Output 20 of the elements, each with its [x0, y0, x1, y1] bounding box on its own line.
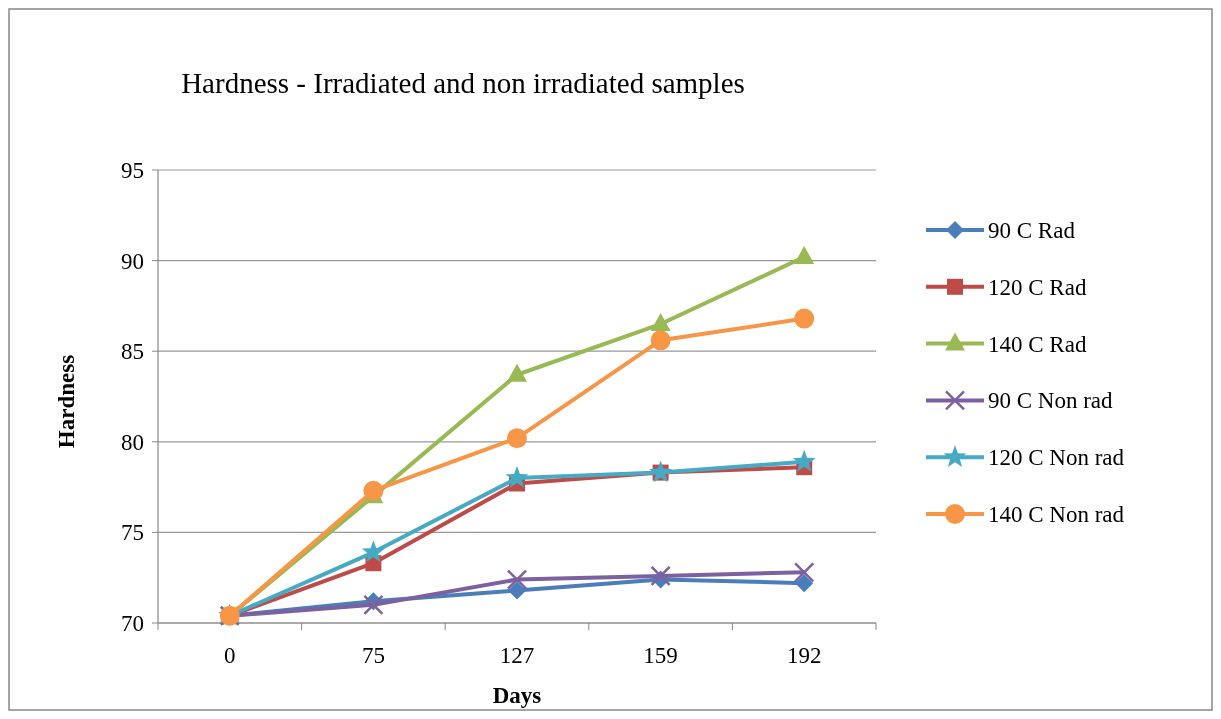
legend-label: 140 C Rad — [988, 331, 1087, 357]
chart-title: Hardness - Irradiated and non irradiated samples — [181, 67, 745, 99]
legend-label: 120 C Rad — [988, 274, 1087, 300]
y-tick-label: 75 — [121, 520, 144, 546]
y-tick-label: 95 — [121, 158, 144, 183]
x-axis-title: Days — [492, 683, 542, 708]
legend-label: 90 C Rad — [988, 218, 1076, 243]
legend-label: 90 C Non rad — [988, 388, 1114, 414]
y-tick-label: 80 — [121, 429, 144, 455]
x-tick-label: 75 — [361, 643, 385, 668]
y-tick-label: 85 — [121, 339, 144, 365]
x-tick-label: 0 — [224, 643, 236, 668]
x-tick-label: 192 — [786, 643, 822, 668]
x-tick-label: 127 — [499, 643, 535, 668]
y-axis-title: Hardness — [54, 354, 79, 449]
y-tick-label: 90 — [121, 248, 144, 274]
x-tick-label: 159 — [643, 643, 678, 668]
legend-label: 120 C Non rad — [988, 445, 1125, 471]
y-tick-label: 70 — [121, 611, 144, 636]
legend-label: 140 C Non rad — [988, 502, 1125, 527]
